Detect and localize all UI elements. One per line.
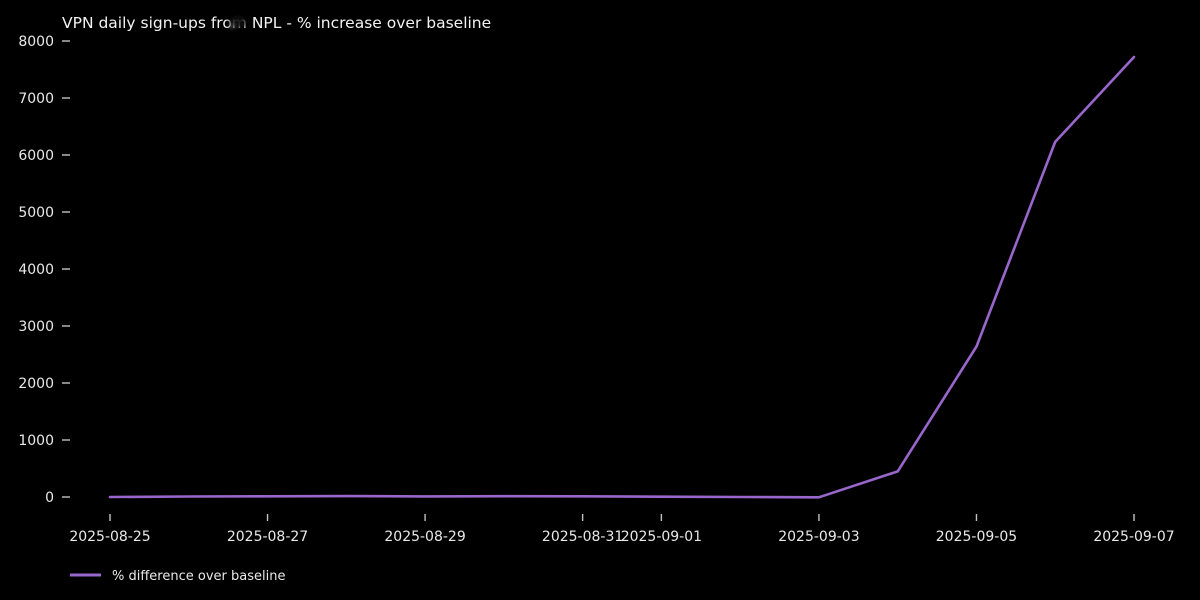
- series-line: [108, 55, 1136, 499]
- x-tick-label: 2025-09-05: [936, 529, 1017, 545]
- x-tick-label: 2025-08-27: [227, 529, 308, 545]
- y-tick-label: 8000: [18, 34, 54, 50]
- y-tick-label: 4000: [18, 262, 54, 278]
- x-tick-label: 2025-09-01: [621, 529, 702, 545]
- y-tick-label: 2000: [18, 376, 54, 392]
- chart-title: VPN daily sign-ups from NPL - % increase…: [62, 14, 491, 32]
- legend: % difference over baseline: [70, 569, 285, 584]
- cursor-smudge-artifact: [228, 15, 247, 29]
- x-tick-label: 2025-08-29: [384, 529, 465, 545]
- x-tick-label: 2025-09-07: [1093, 529, 1174, 545]
- y-tick-label: 5000: [18, 205, 54, 221]
- x-tick-label: 2025-08-25: [69, 529, 150, 545]
- y-tick-label: 6000: [18, 148, 54, 164]
- x-tick-label: 2025-09-03: [778, 529, 859, 545]
- y-tick-label: 7000: [18, 91, 54, 107]
- y-tick-label: 3000: [18, 319, 54, 335]
- y-tick-label: 0: [45, 490, 54, 506]
- x-tick-label: 2025-08-31: [542, 529, 623, 545]
- x-axis-ticks: 2025-08-25 2025-08-27 2025-08-29 2025-08-31…: [69, 514, 1175, 545]
- y-tick-label: 1000: [18, 433, 54, 449]
- y-axis-ticks: 0 1000 2000 3000 4000 5000 6000 7000 8000: [18, 34, 70, 506]
- legend-label: % difference over baseline: [112, 569, 285, 584]
